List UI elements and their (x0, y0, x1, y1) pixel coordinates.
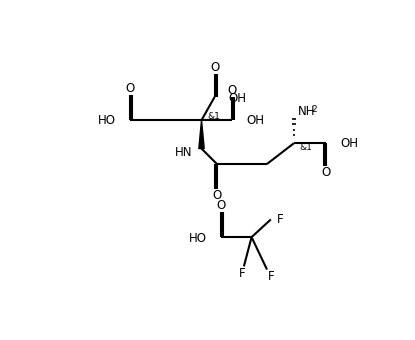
Text: OH: OH (246, 114, 264, 126)
Text: O: O (125, 82, 134, 95)
Text: O: O (216, 199, 225, 212)
Polygon shape (199, 120, 204, 149)
Text: F: F (239, 267, 246, 280)
Text: &1: &1 (299, 143, 312, 152)
Text: F: F (277, 213, 283, 226)
Text: O: O (210, 61, 219, 74)
Text: &1: &1 (207, 112, 220, 121)
Text: O: O (322, 166, 331, 179)
Text: HO: HO (189, 232, 207, 245)
Text: OH: OH (340, 137, 358, 150)
Text: F: F (268, 270, 274, 283)
Text: OH: OH (229, 92, 247, 105)
Text: NH: NH (298, 105, 315, 118)
Text: HO: HO (98, 114, 116, 126)
Text: O: O (228, 84, 237, 97)
Text: 2: 2 (312, 105, 317, 114)
Text: O: O (212, 189, 222, 202)
Text: HN: HN (175, 146, 192, 159)
